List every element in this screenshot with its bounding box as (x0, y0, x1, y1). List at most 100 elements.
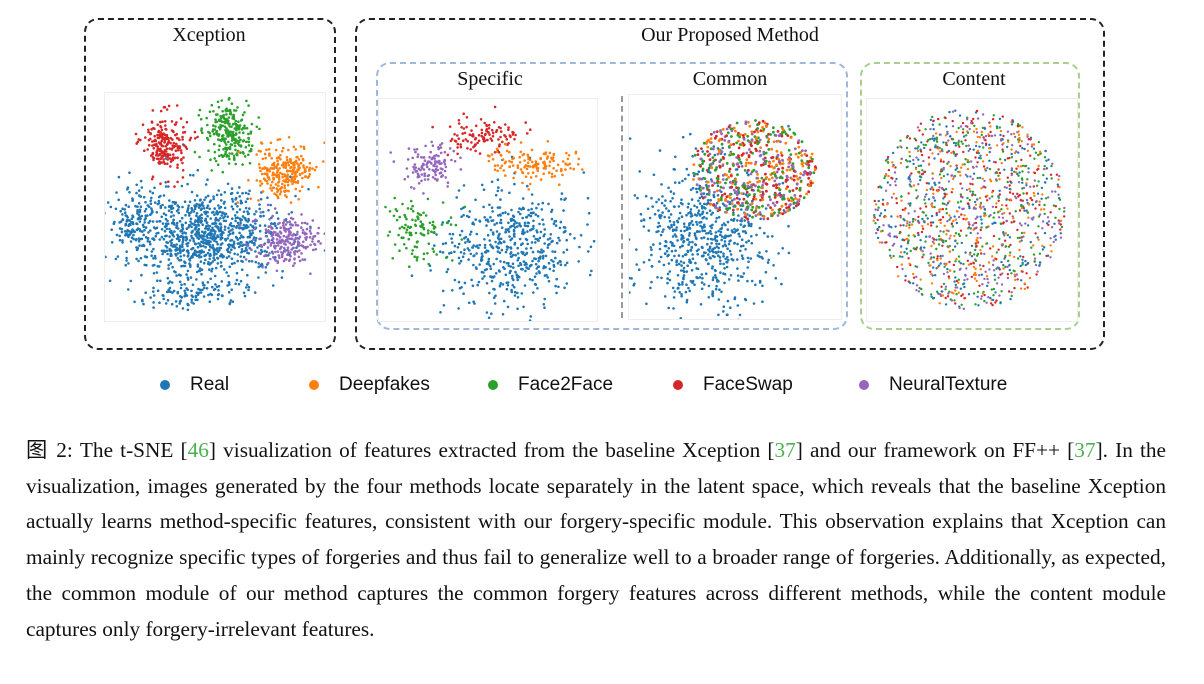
real-point (761, 284, 764, 288)
real-point (175, 305, 179, 308)
real-point (217, 189, 220, 192)
face2face-point (784, 132, 788, 136)
real-point (659, 233, 663, 237)
real-point (698, 202, 702, 205)
real-point (746, 266, 749, 269)
neuraltexture-point (951, 125, 955, 128)
faceswap-point (135, 142, 138, 145)
faceswap-point (175, 121, 178, 124)
faceswap-point (179, 158, 183, 162)
real-point (495, 230, 499, 233)
real-point (740, 238, 744, 241)
real-point (142, 195, 146, 199)
face2face-point (247, 136, 250, 140)
neuraltexture-point (300, 226, 303, 229)
neuraltexture-point (459, 168, 463, 171)
face2face-point (730, 153, 734, 156)
face2face-point (431, 247, 435, 251)
real-point (519, 261, 522, 265)
faceswap-point (189, 136, 193, 140)
real-point (645, 302, 648, 306)
face2face-point (414, 219, 417, 222)
face2face-point (243, 111, 246, 114)
faceswap-point (972, 117, 975, 121)
neuraltexture-point (296, 250, 299, 253)
faceswap-point (917, 231, 920, 235)
real-point (689, 132, 692, 136)
deepfakes-point (294, 170, 297, 173)
faceswap-point (185, 147, 189, 150)
real-point (729, 234, 732, 237)
real-point (195, 225, 198, 229)
real-point (715, 251, 718, 255)
real-point (179, 255, 182, 258)
face2face-point (212, 110, 215, 113)
neuraltexture-point (411, 171, 415, 174)
faceswap-point (777, 167, 780, 171)
real-point (739, 249, 742, 253)
real-point (532, 219, 535, 223)
real-point (502, 240, 506, 243)
real-point (781, 247, 784, 250)
real-point (979, 215, 982, 218)
face2face-point (388, 210, 392, 213)
faceswap-point (490, 139, 494, 142)
neuraltexture-point (750, 138, 754, 142)
deepfakes-point (281, 175, 284, 179)
neuraltexture-point (423, 172, 426, 175)
faceswap-point (773, 196, 777, 199)
real-point (142, 244, 146, 248)
neuraltexture-point (423, 174, 426, 178)
neuraltexture-point (923, 195, 927, 198)
faceswap-point (179, 149, 183, 152)
deepfakes-point (756, 212, 760, 216)
real-point (472, 223, 476, 226)
real-point (653, 212, 657, 216)
real-point (262, 214, 265, 218)
real-point (248, 207, 251, 210)
real-point (197, 269, 201, 273)
face2face-point (198, 155, 201, 159)
real-point (175, 243, 178, 246)
deepfakes-point (495, 147, 499, 151)
real-point (212, 248, 216, 252)
real-point (499, 282, 503, 285)
real-point (210, 234, 213, 237)
real-point (172, 289, 176, 293)
real-point (192, 302, 195, 305)
real-point (129, 279, 133, 283)
real-point (176, 237, 180, 241)
neuraltexture-point (801, 149, 804, 152)
real-point (216, 242, 219, 246)
deepfakes-point (546, 140, 550, 143)
real-point (238, 236, 242, 240)
real-point (573, 237, 576, 240)
faceswap-point (701, 196, 705, 200)
real-point (186, 308, 190, 312)
real-point (543, 242, 546, 245)
real-point (195, 230, 199, 234)
face2face-point (237, 120, 240, 123)
face2face-point (974, 193, 977, 197)
face2face-point (209, 158, 212, 161)
real-point (674, 155, 677, 159)
deepfakes-point (1017, 140, 1020, 144)
face2face-point (214, 113, 218, 116)
real-point (508, 191, 511, 195)
real-point (681, 135, 685, 139)
deepfakes-point (750, 202, 754, 205)
faceswap-point (1049, 173, 1053, 176)
deepfakes-point (1037, 238, 1040, 241)
faceswap-point (471, 134, 475, 138)
faceswap-point (461, 139, 465, 142)
deepfakes-point (295, 175, 298, 178)
faceswap-point (718, 208, 721, 212)
real-point (245, 224, 248, 227)
real-point (168, 199, 171, 202)
real-point (211, 222, 214, 225)
real-point (736, 267, 739, 270)
real-point (209, 246, 213, 249)
real-point (236, 221, 240, 225)
faceswap-point (143, 149, 146, 152)
face2face-point (247, 132, 250, 136)
